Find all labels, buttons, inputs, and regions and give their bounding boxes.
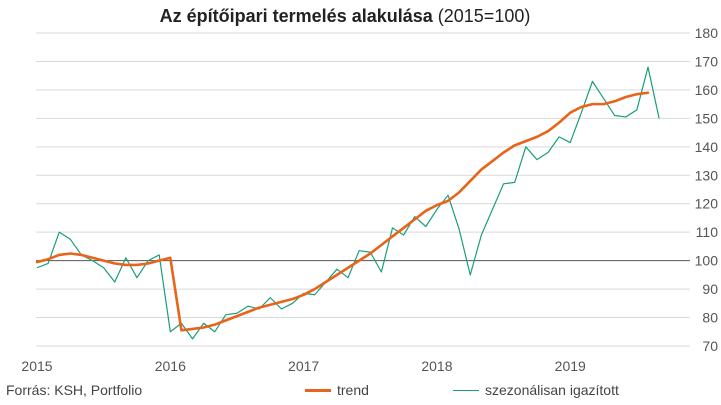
y-tick-label: 130 (695, 167, 719, 183)
y-tick-label: 160 (695, 82, 719, 98)
y-tick-label: 150 (695, 110, 719, 126)
series-line-seasonally-adjusted (36, 66, 660, 340)
y-axis-ticks: 70 80 90 100 110 120 130 140 150 160 170 180 (695, 25, 719, 354)
y-tick-label: 170 (695, 53, 719, 69)
y-tick-label: 140 (695, 139, 719, 155)
y-tick-label: 120 (695, 196, 719, 212)
chart-title: Az építőipari termelés alakulása (2015=1… (0, 6, 690, 27)
x-axis-ticks: 2015 2016 2017 2018 2019 (21, 358, 586, 374)
x-tick-label: 2017 (288, 358, 319, 374)
chart-footer: Forrás: KSH, Portfolio trend szezonálisa… (0, 380, 721, 402)
x-tick-label: 2016 (155, 358, 186, 374)
legend-label-seasonal: szezonálisan igazított (485, 382, 619, 398)
y-tick-label: 90 (702, 281, 718, 297)
gridlines (36, 32, 690, 347)
legend-item-trend: trend (305, 382, 369, 398)
legend-item-seasonal: szezonálisan igazított (453, 382, 619, 398)
x-tick-label: 2015 (21, 358, 52, 374)
y-tick-label: 80 (702, 310, 718, 326)
series-lines (35, 66, 660, 340)
chart-title-bold: Az építőipari termelés alakulása (159, 6, 433, 26)
chart-title-rest: (2015=100) (432, 6, 531, 26)
legend-label-trend: trend (337, 382, 369, 398)
source-note: Forrás: KSH, Portfolio (6, 382, 143, 398)
y-tick-label: 100 (695, 253, 719, 269)
y-tick-label: 180 (695, 25, 719, 41)
y-tick-label: 110 (696, 224, 719, 240)
legend-swatch-seasonal (453, 389, 479, 391)
x-tick-label: 2018 (421, 358, 452, 374)
y-tick-label: 70 (702, 338, 718, 354)
x-tick-label: 2019 (555, 358, 586, 374)
legend-swatch-trend (305, 388, 331, 392)
series-line-trend (35, 91, 650, 332)
